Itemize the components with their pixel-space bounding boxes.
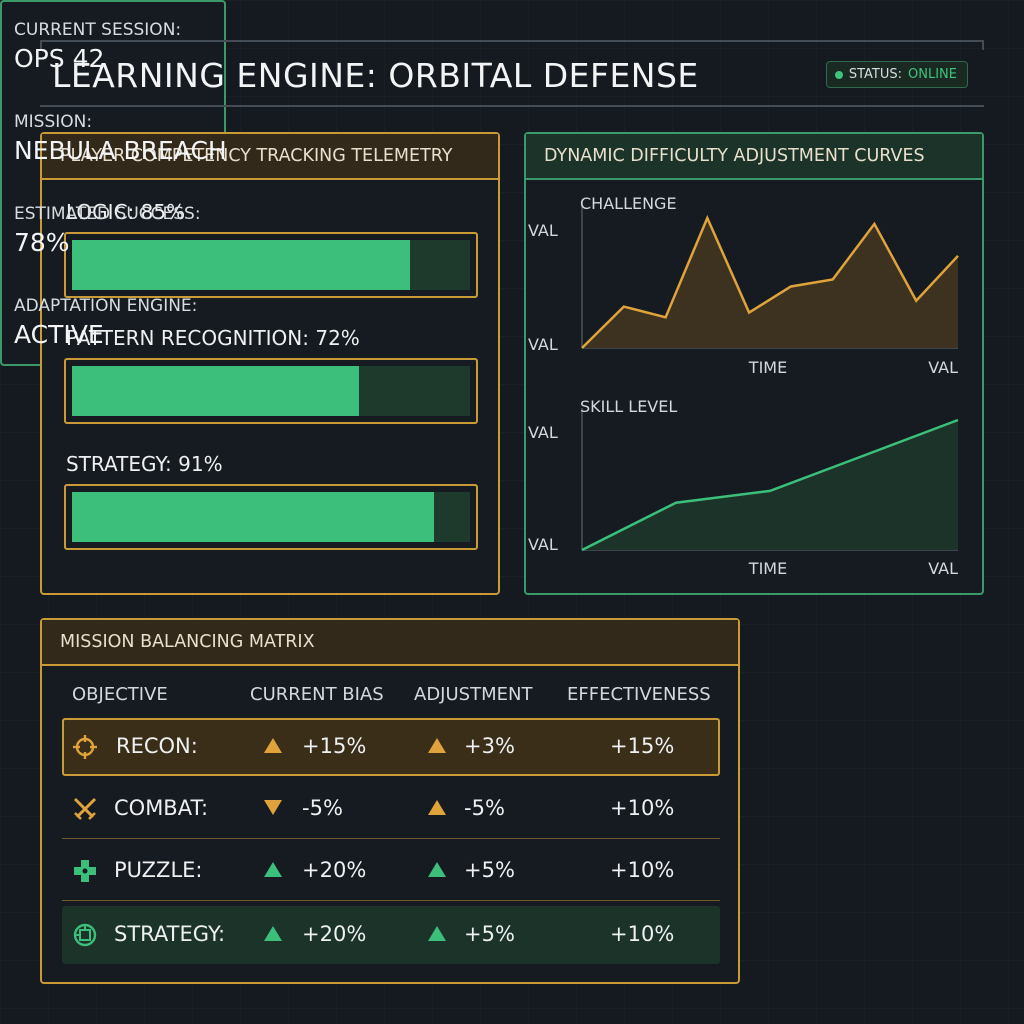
difficulty-curves-panel: DYNAMIC DIFFICULTY ADJUSTMENT CURVES CHA… <box>524 132 984 595</box>
triangle-up-icon <box>428 800 446 815</box>
metric-label-pattern: PATTERN RECOGNITION: 72% <box>66 326 360 350</box>
triangle-up-icon <box>264 738 282 753</box>
progress-track <box>72 240 470 290</box>
adjustment-value: -5% <box>464 796 505 820</box>
target-icon <box>72 734 98 760</box>
competency-panel-title: PLAYER COMPETENCY TRACKING TELEMETRY <box>42 134 498 180</box>
mission-label: MISSION: <box>14 112 93 132</box>
estimated-success-value: 78% <box>14 228 70 257</box>
series-line <box>581 418 959 552</box>
session-label: CURRENT SESSION: <box>14 20 182 40</box>
triangle-up-icon <box>264 926 282 941</box>
current-bias-value: +15% <box>302 734 367 758</box>
metric-label-logic: LOGIC: 85% <box>66 200 186 224</box>
progress-bar-logic <box>64 232 478 298</box>
effectiveness-value: +10% <box>610 922 675 946</box>
status-value: ONLINE <box>908 67 957 82</box>
series-area <box>582 218 958 348</box>
status-badge: STATUS: ONLINE <box>825 61 968 88</box>
triangle-up-icon <box>264 862 282 877</box>
objective-name: STRATEGY: <box>114 922 226 946</box>
triangle-up-icon <box>428 738 446 753</box>
table-row[interactable]: COMBAT: -5% -5% +10% <box>62 780 720 838</box>
effectiveness-value: +10% <box>610 796 675 820</box>
x-axis-label: TIME <box>748 559 787 578</box>
progress-fill-logic <box>72 240 411 290</box>
current-bias-value: -5% <box>302 796 343 820</box>
matrix-panel-title: MISSION BALANCING MATRIX <box>42 620 738 666</box>
metric-label-strategy: STRATEGY: 91% <box>66 452 223 476</box>
difficulty-charts: CHALLENGE VAL VAL TIME VAL SKILL LEVEL VAL VAL T… <box>528 194 959 578</box>
column-header-adjustment: ADJUSTMENT <box>414 684 533 705</box>
current-bias-value: +20% <box>302 858 367 882</box>
objective-name: PUZZLE: <box>114 858 203 882</box>
table-row[interactable]: RECON: +15% +3% +15% <box>62 718 720 776</box>
mission-balancing-matrix: MISSION BALANCING MATRIX OBJECTIVE CURRE… <box>40 618 740 984</box>
adjustment-value: +3% <box>464 734 515 758</box>
crossed-swords-icon <box>72 796 98 822</box>
curves-panel-title: DYNAMIC DIFFICULTY ADJUSTMENT CURVES <box>526 134 982 180</box>
y-axis-bottom-label: VAL <box>528 535 558 554</box>
y-axis-top-label: VAL <box>528 221 558 240</box>
status-dot-icon <box>834 70 843 79</box>
table-row[interactable]: STRATEGY: +20% +5% +10% <box>62 906 720 964</box>
series-area <box>582 420 958 550</box>
x-axis-end-label: VAL <box>928 559 958 578</box>
puzzle-piece-icon <box>72 858 98 884</box>
column-header-bias: CURRENT BIAS <box>250 684 384 705</box>
mission-value: NEBULA BREACH <box>14 136 227 165</box>
chart-title: CHALLENGE <box>580 194 677 213</box>
progress-bar-pattern <box>64 358 478 424</box>
adjustment-value: +5% <box>464 922 515 946</box>
triangle-up-icon <box>428 926 446 941</box>
effectiveness-value: +15% <box>610 734 675 758</box>
strategy-chip-icon <box>72 922 98 948</box>
progress-track <box>72 492 470 542</box>
session-value: OPS 42 <box>14 44 105 73</box>
progress-fill-strategy <box>72 492 435 542</box>
page-title: LEARNING ENGINE: ORBITAL DEFENSE <box>52 56 699 95</box>
objective-name: COMBAT: <box>114 796 209 820</box>
adjustment-value: +5% <box>464 858 515 882</box>
column-header-objective: OBJECTIVE <box>72 684 168 705</box>
row-divider <box>62 900 720 901</box>
progress-track <box>72 366 470 416</box>
progress-bar-strategy <box>64 484 478 550</box>
chart-title: SKILL LEVEL <box>580 397 677 416</box>
adaptation-engine-value: ACTIVE <box>14 320 104 349</box>
competency-panel: PLAYER COMPETENCY TRACKING TELEMETRY LOG… <box>40 132 500 595</box>
y-axis-top-label: VAL <box>528 423 558 442</box>
objective-name: RECON: <box>116 734 198 758</box>
triangle-down-icon <box>264 800 282 815</box>
table-row[interactable]: PUZZLE: +20% +5% +10% <box>62 842 720 900</box>
estimated-success-label: ESTIMATED SUCCESS: <box>14 204 201 224</box>
column-header-effectiveness: EFFECTIVENESS <box>567 684 711 705</box>
header-bar: LEARNING ENGINE: ORBITAL DEFENSE STATUS:… <box>40 40 984 107</box>
current-bias-value: +20% <box>302 922 367 946</box>
effectiveness-value: +10% <box>610 858 675 882</box>
progress-fill-pattern <box>72 366 359 416</box>
series-line <box>581 214 959 349</box>
adaptation-engine-label: ADAPTATION ENGINE: <box>14 296 198 316</box>
triangle-up-icon <box>428 862 446 877</box>
x-axis-end-label: VAL <box>928 358 958 377</box>
row-divider <box>62 838 720 839</box>
x-axis-label: TIME <box>748 358 787 377</box>
status-label: STATUS: <box>848 67 903 82</box>
y-axis-bottom-label: VAL <box>528 335 558 354</box>
